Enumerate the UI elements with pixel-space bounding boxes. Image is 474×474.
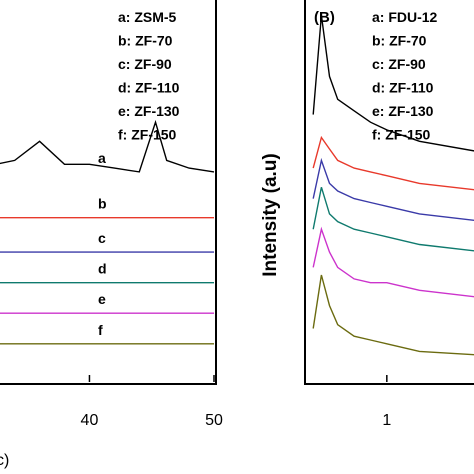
panel-b-y-axis-title: Intensity (a.u) [260, 153, 281, 277]
panel-a: a: ZSM-5 b: ZF-70 c: ZF-90 d: ZF-110 e: ZF-1… [0, 0, 223, 429]
legend-entry: c: ZF-90 [372, 56, 426, 72]
panel-b-curves [312, 15, 474, 356]
curve-label: d [98, 261, 107, 277]
panel-b-label: (B) [314, 9, 335, 26]
series-line [0, 119, 215, 173]
series-line [312, 135, 474, 191]
series-line [312, 186, 474, 252]
panel-b-frame [304, 0, 474, 385]
curve-label: e [98, 291, 106, 307]
curve-label: a [98, 150, 106, 166]
legend-entry: b: ZF-70 [118, 33, 173, 49]
curve-label: c [98, 230, 106, 246]
panel-b: (B) Intensity (a.u) a: FDU-12 b: ZF-70 c: … [260, 0, 474, 429]
curve-label: b [98, 196, 107, 212]
panel-a-legend: a: ZSM-5 b: ZF-70 c: ZF-90 d: ZF-110 e: ZF-1… [118, 9, 180, 143]
series-line [312, 157, 474, 222]
legend-entry: f: ZF-150 [118, 127, 177, 143]
curve-label: f [98, 322, 103, 338]
panel-b-x-ticks: 1 [382, 375, 391, 429]
footer-partial-label: c) [0, 452, 9, 469]
legend-entry: a: FDU-12 [372, 9, 438, 25]
legend-entry: c: ZF-90 [118, 56, 172, 72]
x-tick-label: 40 [81, 412, 99, 429]
legend-entry: b: ZF-70 [372, 33, 427, 49]
legend-entry: d: ZF-110 [118, 80, 180, 96]
panel-a-frame [0, 0, 217, 385]
series-line [312, 226, 474, 298]
x-tick-label: 50 [205, 412, 223, 429]
legend-entry: e: ZF-130 [372, 103, 434, 119]
series-line [312, 15, 474, 152]
panel-a-x-ticks: 40 50 [81, 375, 223, 429]
legend-entry: e: ZF-130 [118, 103, 180, 119]
legend-entry: d: ZF-110 [372, 80, 434, 96]
legend-entry: a: ZSM-5 [118, 9, 177, 25]
series-line [312, 274, 474, 356]
panel-b-legend: a: FDU-12 b: ZF-70 c: ZF-90 d: ZF-110 e: ZF-… [372, 9, 438, 143]
x-tick-label: 1 [382, 412, 391, 429]
